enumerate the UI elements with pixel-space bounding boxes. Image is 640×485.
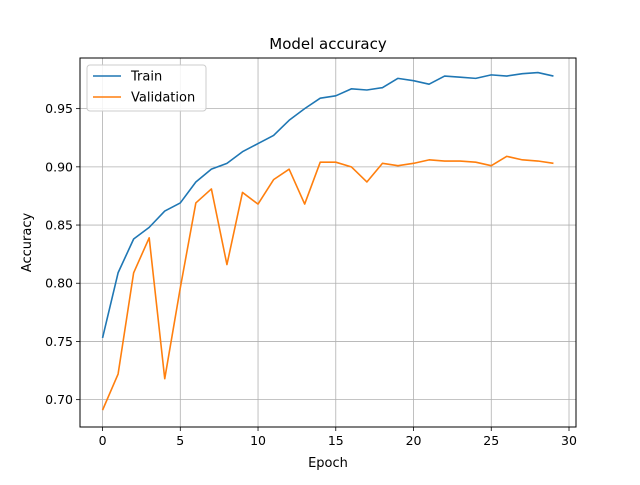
grid-lines bbox=[80, 58, 576, 427]
chart-title: Model accuracy bbox=[269, 35, 387, 53]
train-series-line bbox=[101, 71, 554, 339]
x-tick-label: 20 bbox=[406, 433, 422, 448]
y-tick-label: 0.90 bbox=[45, 159, 73, 174]
y-tick-label: 0.85 bbox=[45, 218, 73, 233]
legend-label-train: Train bbox=[130, 70, 162, 85]
axis-ticks: 0 5 10 15 20 25 30 0.70 0.75 0.80 0.85 0.90 0.95 bbox=[45, 101, 577, 448]
y-tick-label: 0.70 bbox=[45, 392, 73, 407]
plot-frame bbox=[79, 57, 577, 428]
y-tick-label: 0.75 bbox=[45, 334, 73, 349]
legend: Train Validation bbox=[86, 64, 207, 112]
x-tick-label: 15 bbox=[328, 433, 344, 448]
validation-series-line bbox=[101, 155, 554, 411]
x-tick-label: 5 bbox=[176, 433, 184, 448]
x-axis-label: Epoch bbox=[308, 456, 348, 471]
legend-label-validation: Validation bbox=[131, 91, 195, 106]
x-tick-label: 30 bbox=[561, 433, 577, 448]
series-lines bbox=[101, 71, 554, 411]
x-tick-label: 25 bbox=[483, 433, 499, 448]
y-tick-label: 0.80 bbox=[45, 276, 73, 291]
y-tick-label: 0.95 bbox=[45, 101, 73, 116]
y-axis-label: Accuracy bbox=[20, 213, 35, 273]
x-tick-label: 10 bbox=[250, 433, 266, 448]
x-tick-label: 0 bbox=[99, 433, 107, 448]
